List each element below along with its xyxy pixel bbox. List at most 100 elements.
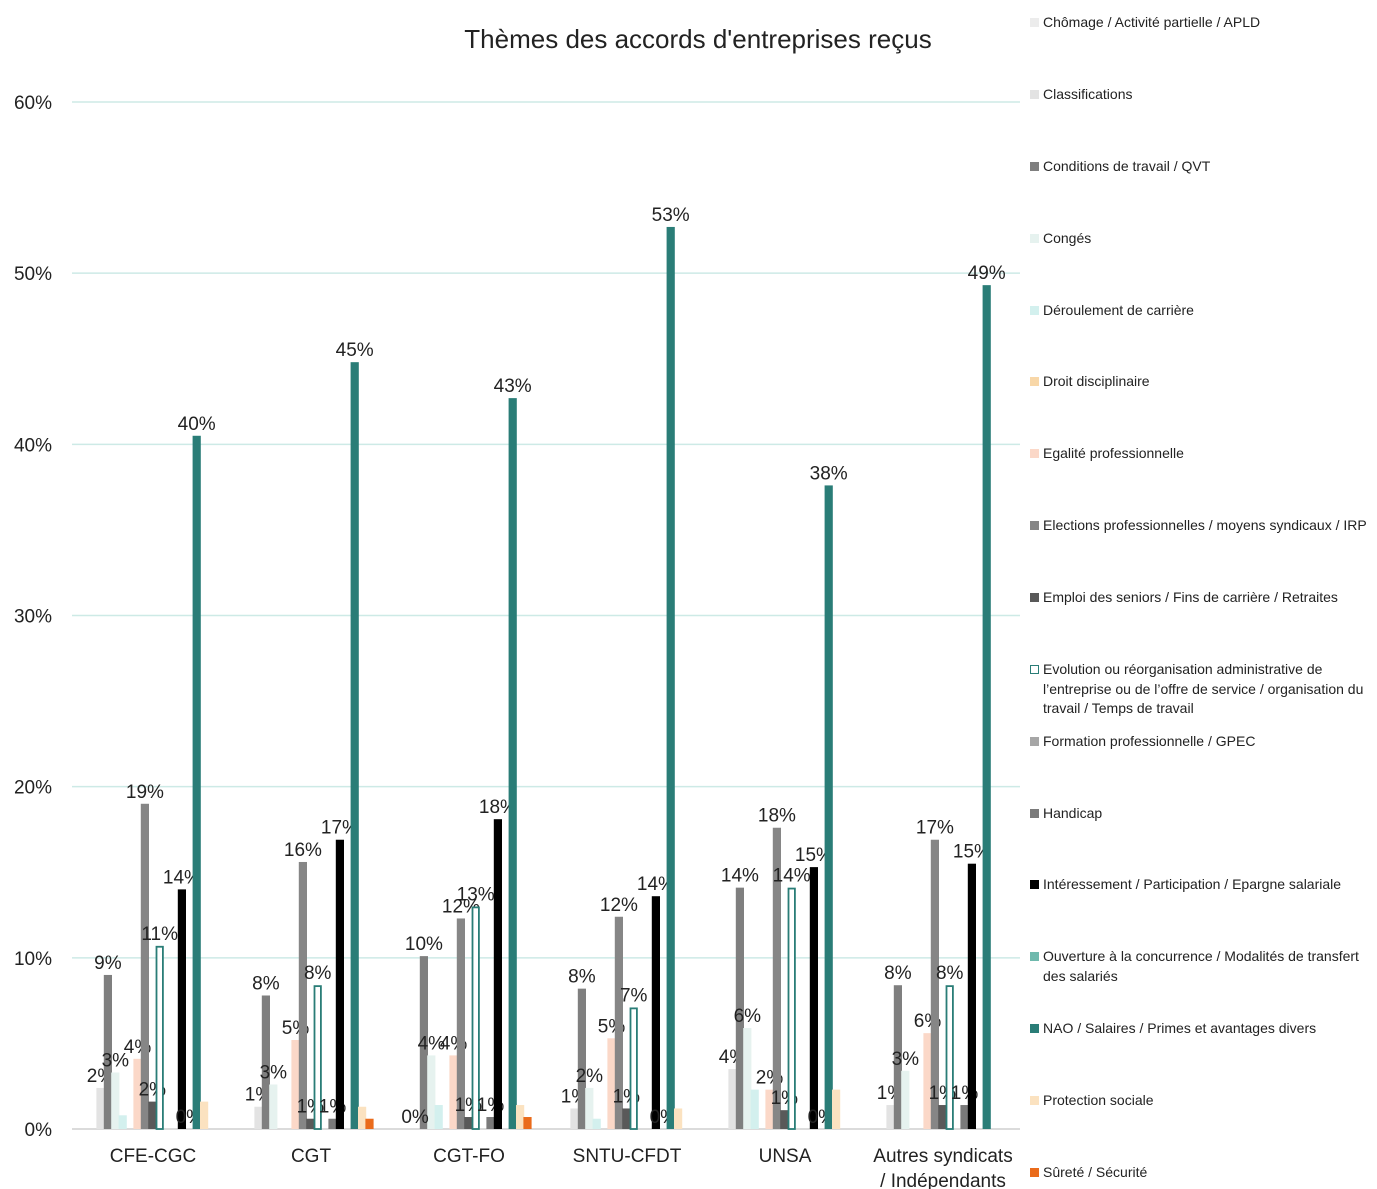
data-label: 6%	[734, 1006, 762, 1027]
bar	[254, 1106, 263, 1129]
legend-item: Classifications	[1030, 85, 1377, 105]
bar	[471, 906, 480, 1130]
bar	[148, 1101, 157, 1129]
bar	[434, 1105, 443, 1129]
bar	[750, 1089, 759, 1129]
bar	[982, 285, 991, 1130]
bar	[886, 1105, 895, 1129]
bar	[269, 1084, 278, 1129]
legend-swatch	[1030, 593, 1039, 602]
data-label: 12%	[600, 895, 638, 916]
y-tick-label: 60%	[14, 93, 52, 114]
data-label: 18%	[479, 797, 517, 818]
bar	[200, 1101, 209, 1129]
bar	[523, 1117, 532, 1129]
bar	[177, 889, 186, 1129]
bar	[133, 1058, 142, 1129]
bar	[930, 839, 939, 1129]
legend-item: Droit disciplinaire	[1030, 372, 1377, 392]
legend-swatch	[1030, 809, 1039, 818]
data-label: 14%	[721, 866, 759, 887]
x-tick-label: UNSA	[759, 1146, 812, 1167]
legend-swatch	[1030, 1168, 1039, 1177]
legend-item: Handicap	[1030, 804, 1377, 824]
legend-swatch	[1030, 306, 1039, 315]
bar	[358, 1106, 367, 1129]
legend-swatch	[1030, 18, 1039, 27]
data-label: 13%	[457, 884, 495, 905]
legend-item: Conditions de travail / QVT	[1030, 157, 1377, 177]
data-label: 53%	[652, 205, 690, 226]
bar	[809, 867, 818, 1129]
bar	[155, 945, 164, 1130]
data-label: 8%	[252, 973, 280, 994]
legend-swatch	[1030, 377, 1039, 386]
legend-item: Ouverture à la concurrence / Modalités d…	[1030, 947, 1377, 986]
legend-item: Chômage / Activité partielle / APLD	[1030, 13, 1377, 33]
x-tick-label: SNTU-CFDT	[573, 1146, 682, 1167]
data-label: 7%	[620, 985, 648, 1006]
x-tick-label: / Indépendants	[880, 1171, 1006, 1189]
legend-item: Déroulement de carrière	[1030, 301, 1377, 321]
data-label: 16%	[284, 840, 322, 861]
bar	[419, 956, 428, 1129]
legend-item: Intéressement / Participation / Epargne …	[1030, 875, 1377, 895]
bar	[765, 1089, 774, 1129]
legend-label: Conditions de travail / QVT	[1043, 158, 1211, 174]
y-tick-label: 0%	[25, 1120, 53, 1141]
legend-swatch	[1030, 162, 1039, 171]
bar	[585, 1087, 594, 1129]
bar	[464, 1117, 473, 1129]
bar	[832, 1089, 841, 1129]
bar	[335, 839, 344, 1129]
legend-item: Elections professionnelles / moyens synd…	[1030, 516, 1377, 536]
legend-label: Déroulement de carrière	[1043, 302, 1194, 318]
data-label: 15%	[953, 842, 991, 863]
bar	[118, 1115, 127, 1129]
data-label: 40%	[178, 414, 216, 435]
legend-swatch	[1030, 880, 1039, 889]
data-label: 45%	[336, 340, 374, 361]
legend-swatch	[1030, 665, 1039, 674]
data-label: 49%	[968, 263, 1006, 284]
data-label: 3%	[260, 1062, 288, 1083]
bar	[516, 1105, 525, 1129]
bar	[651, 896, 660, 1129]
bar	[629, 1007, 638, 1130]
bar	[893, 985, 902, 1129]
bar	[427, 1055, 436, 1129]
legend-item: Emploi des seniors / Fins de carrière / …	[1030, 588, 1377, 608]
bar	[577, 988, 586, 1129]
bar	[735, 887, 744, 1129]
legend-label: NAO / Salaires / Primes et avantages div…	[1043, 1020, 1317, 1036]
bar	[111, 1072, 120, 1129]
data-label: 14%	[637, 874, 675, 895]
y-tick-label: 30%	[14, 607, 52, 628]
bar	[570, 1108, 579, 1129]
bar	[607, 1038, 616, 1129]
legend-label: Emploi des seniors / Fins de carrière / …	[1043, 589, 1338, 605]
legend-item: NAO / Salaires / Primes et avantages div…	[1030, 1019, 1377, 1039]
legend-label: Classifications	[1043, 86, 1133, 102]
legend-swatch	[1030, 449, 1039, 458]
legend-item: Congés	[1030, 229, 1377, 249]
bar	[192, 435, 201, 1129]
x-tick-label: CFE-CGC	[110, 1146, 197, 1167]
data-label: 18%	[758, 806, 796, 827]
data-label: 8%	[884, 963, 912, 984]
x-tick-label: CGT-FO	[433, 1146, 505, 1167]
bar	[901, 1070, 910, 1129]
bar	[824, 485, 833, 1129]
x-tick-label: CGT	[291, 1146, 332, 1167]
y-tick-label: 50%	[14, 264, 52, 285]
bar	[614, 916, 623, 1129]
data-label: 4%	[418, 1033, 446, 1054]
data-label: 3%	[102, 1051, 130, 1072]
legend-item: Sûreté / Sécurité	[1030, 1163, 1377, 1183]
data-label: 10%	[405, 934, 443, 955]
bar	[967, 863, 976, 1129]
bar	[486, 1117, 495, 1129]
data-label: 0%	[401, 1107, 429, 1128]
legend-swatch	[1030, 1024, 1039, 1033]
data-label: 14%	[773, 866, 811, 887]
